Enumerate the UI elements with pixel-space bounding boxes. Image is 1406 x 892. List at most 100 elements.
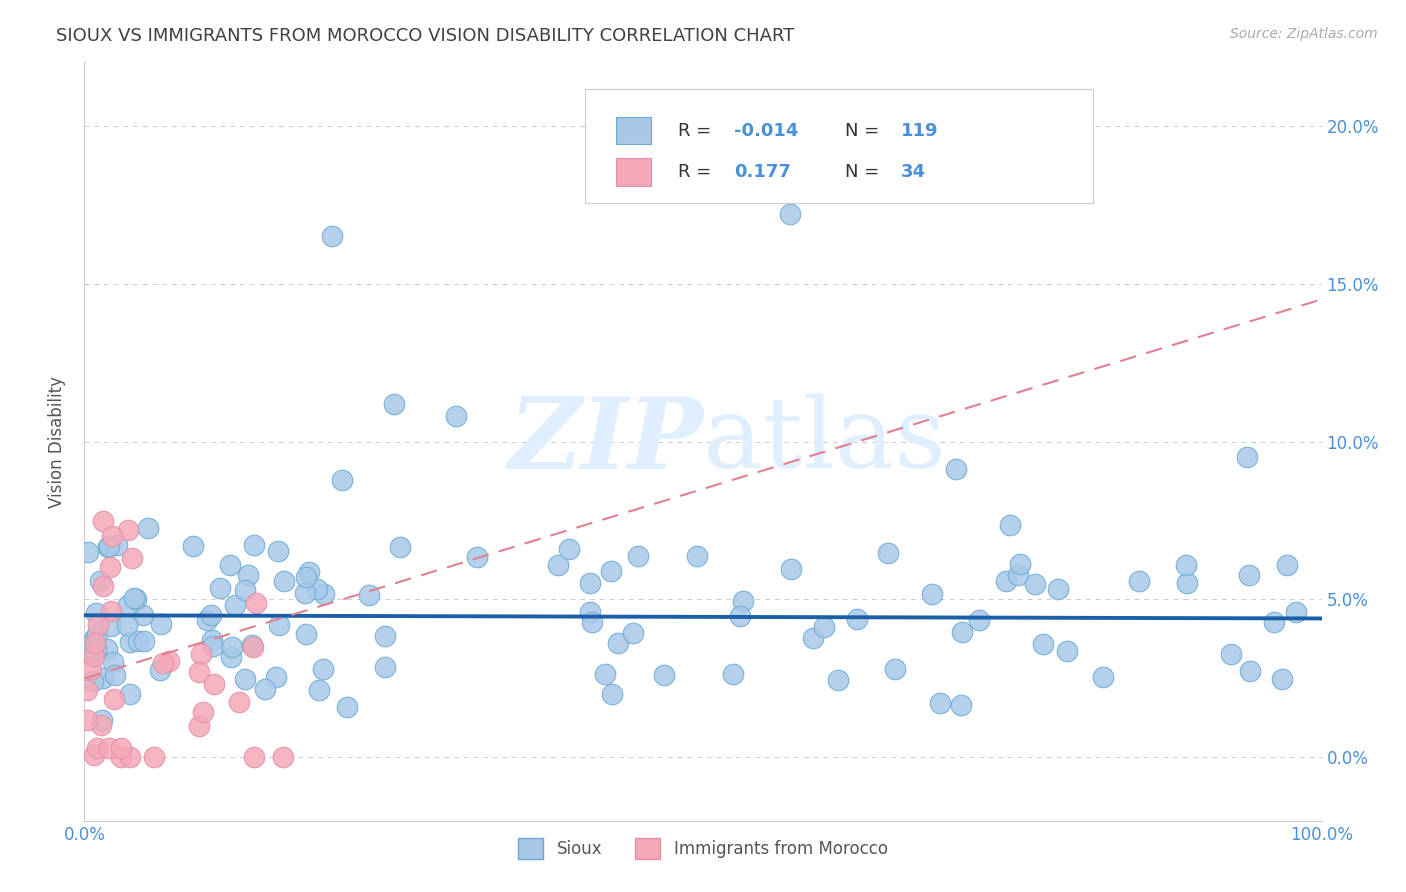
Immigrants from Morocco: [271, 750, 294, 764]
Sioux: [444, 409, 467, 424]
Sioux: [1032, 637, 1054, 651]
Sioux: [731, 593, 754, 607]
Sioux: [83, 639, 105, 653]
Sioux: [876, 546, 898, 560]
Sioux: [1091, 670, 1114, 684]
Text: SIOUX VS IMMIGRANTS FROM MOROCCO VISION DISABILITY CORRELATION CHART: SIOUX VS IMMIGRANTS FROM MOROCCO VISION …: [56, 27, 794, 45]
Sioux: [1046, 582, 1069, 596]
Sioux: [465, 550, 488, 565]
Sioux: [950, 624, 973, 639]
Text: 119: 119: [901, 121, 938, 140]
Sioux: [83, 632, 105, 647]
Immigrants from Morocco: [121, 550, 143, 565]
Sioux: [846, 612, 869, 626]
Immigrants from Morocco: [76, 714, 98, 728]
Sioux: [389, 540, 412, 554]
Immigrants from Morocco: [98, 560, 121, 574]
Immigrants from Morocco: [188, 719, 211, 733]
Sioux: [202, 639, 225, 653]
Sioux: [254, 681, 277, 696]
Sioux: [100, 619, 122, 633]
Sioux: [801, 632, 824, 646]
FancyBboxPatch shape: [585, 89, 1092, 202]
Immigrants from Morocco: [83, 649, 105, 664]
Sioux: [779, 562, 801, 576]
Sioux: [96, 642, 118, 657]
Text: ZIP: ZIP: [508, 393, 703, 490]
Sioux: [224, 599, 246, 613]
Sioux: [305, 582, 328, 597]
Sioux: [267, 544, 290, 558]
Sioux: [1271, 673, 1294, 687]
Sioux: [332, 474, 354, 488]
Sioux: [1000, 517, 1022, 532]
Sioux: [627, 549, 650, 563]
Text: atlas: atlas: [703, 393, 946, 490]
Sioux: [314, 587, 336, 601]
Immigrants from Morocco: [152, 657, 174, 671]
FancyBboxPatch shape: [616, 159, 651, 186]
Sioux: [779, 207, 801, 221]
Sioux: [264, 670, 287, 684]
Immigrants from Morocco: [142, 750, 165, 764]
Sioux: [150, 617, 173, 632]
Sioux: [578, 576, 600, 591]
Sioux: [91, 672, 114, 686]
Sioux: [652, 668, 675, 682]
Sioux: [122, 591, 145, 605]
Sioux: [721, 667, 744, 681]
Sioux: [547, 558, 569, 573]
Sioux: [827, 673, 849, 687]
Sioux: [1219, 647, 1241, 661]
Sioux: [1263, 615, 1285, 629]
Sioux: [267, 617, 290, 632]
Sioux: [1239, 664, 1261, 678]
Sioux: [97, 539, 120, 553]
Text: N =: N =: [845, 121, 886, 140]
Immigrants from Morocco: [120, 750, 142, 764]
Sioux: [103, 668, 125, 682]
Sioux: [945, 462, 967, 476]
Immigrants from Morocco: [110, 741, 132, 756]
Sioux: [929, 696, 952, 710]
Sioux: [242, 538, 264, 552]
Sioux: [298, 566, 321, 580]
Sioux: [82, 646, 104, 660]
Sioux: [195, 614, 218, 628]
Sioux: [593, 667, 616, 681]
Sioux: [200, 607, 222, 622]
Sioux: [312, 662, 335, 676]
Immigrants from Morocco: [84, 635, 107, 649]
Sioux: [374, 630, 396, 644]
Text: -0.014: -0.014: [734, 121, 799, 140]
Sioux: [1056, 643, 1078, 657]
Immigrants from Morocco: [91, 514, 114, 528]
Sioux: [1007, 567, 1029, 582]
Sioux: [607, 636, 630, 650]
Sioux: [181, 539, 204, 553]
Sioux: [84, 641, 107, 656]
Sioux: [201, 632, 224, 647]
Sioux: [221, 640, 243, 654]
Text: R =: R =: [678, 163, 717, 181]
Sioux: [685, 549, 707, 563]
Immigrants from Morocco: [100, 604, 122, 618]
Sioux: [132, 607, 155, 622]
Immigrants from Morocco: [87, 618, 110, 632]
Immigrants from Morocco: [103, 692, 125, 706]
FancyBboxPatch shape: [616, 117, 651, 145]
Sioux: [233, 582, 256, 597]
Sioux: [599, 564, 621, 578]
Legend: Sioux, Immigrants from Morocco: Sioux, Immigrants from Morocco: [512, 831, 894, 865]
Sioux: [134, 634, 156, 648]
Sioux: [138, 521, 160, 535]
Sioux: [359, 588, 381, 602]
Sioux: [91, 713, 114, 727]
Immigrants from Morocco: [228, 695, 250, 709]
Sioux: [1174, 558, 1197, 572]
Sioux: [883, 662, 905, 676]
Sioux: [813, 620, 835, 634]
Sioux: [295, 569, 318, 583]
Sioux: [82, 674, 104, 689]
Immigrants from Morocco: [100, 529, 122, 543]
